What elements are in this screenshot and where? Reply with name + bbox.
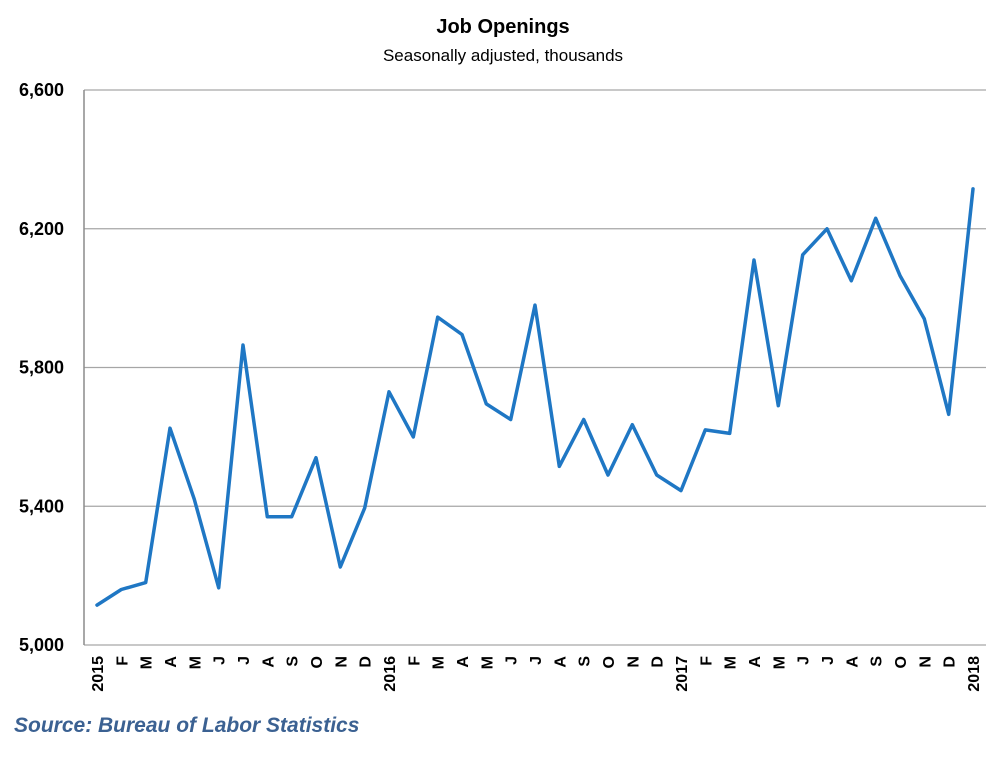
x-tick-label: 2016 xyxy=(382,656,399,692)
x-tick-label: A xyxy=(844,656,861,668)
x-tick-label: A xyxy=(552,656,569,668)
x-tick-label: 2018 xyxy=(966,656,983,692)
x-tick-label: M xyxy=(431,656,448,669)
x-tick-label: J xyxy=(212,656,229,665)
y-tick-label: 5,000 xyxy=(19,635,64,655)
chart-title: Job Openings xyxy=(436,16,569,38)
x-tick-label: D xyxy=(358,656,375,668)
x-tick-label: M xyxy=(723,656,740,669)
y-axis-ticks: 5,000 5,400 5,800 6,200 6,600 xyxy=(19,80,64,655)
chart-subtitle: Seasonally adjusted, thousands xyxy=(383,46,623,65)
x-tick-label: M xyxy=(479,656,496,669)
x-tick-label: F xyxy=(406,656,423,666)
x-tick-label: N xyxy=(625,656,642,668)
x-tick-label: O xyxy=(309,656,326,668)
y-tick-label: 6,600 xyxy=(19,80,64,100)
source-note: Source: Bureau of Labor Statistics xyxy=(14,714,360,737)
job-openings-series-line xyxy=(95,187,975,607)
x-tick-label: D xyxy=(942,656,959,668)
y-tick-label: 5,400 xyxy=(19,496,64,516)
x-tick-label: M xyxy=(187,656,204,669)
y-tick-label: 5,800 xyxy=(19,358,64,378)
x-tick-label: A xyxy=(260,656,277,668)
x-tick-label: A xyxy=(747,656,764,668)
x-tick-label: O xyxy=(893,656,910,668)
x-tick-label: A xyxy=(163,656,180,668)
x-tick-label: S xyxy=(869,656,886,667)
x-tick-label: F xyxy=(114,656,131,666)
x-tick-label: N xyxy=(917,656,934,668)
x-tick-label: A xyxy=(455,656,472,668)
gridlines xyxy=(84,89,986,646)
x-tick-label: J xyxy=(528,656,545,665)
x-axis-ticks: 2015 F M A M J J A S O N D 2016 F M A M J J A S O N D 2017 F M A M J J… xyxy=(90,656,983,692)
x-tick-label: 2017 xyxy=(674,656,691,692)
x-tick-label: J xyxy=(236,656,253,665)
x-tick-label: 2015 xyxy=(90,656,107,692)
x-tick-label: S xyxy=(285,656,302,667)
x-tick-label: S xyxy=(577,656,594,667)
x-tick-label: D xyxy=(650,656,667,668)
y-tick-label: 6,200 xyxy=(19,219,64,239)
x-tick-label: N xyxy=(333,656,350,668)
x-tick-label: J xyxy=(504,656,521,665)
x-tick-label: M xyxy=(771,656,788,669)
x-tick-label: J xyxy=(820,656,837,665)
x-tick-label: M xyxy=(139,656,156,669)
x-tick-label: O xyxy=(601,656,618,668)
x-tick-label: J xyxy=(796,656,813,665)
x-tick-label: F xyxy=(698,656,715,666)
